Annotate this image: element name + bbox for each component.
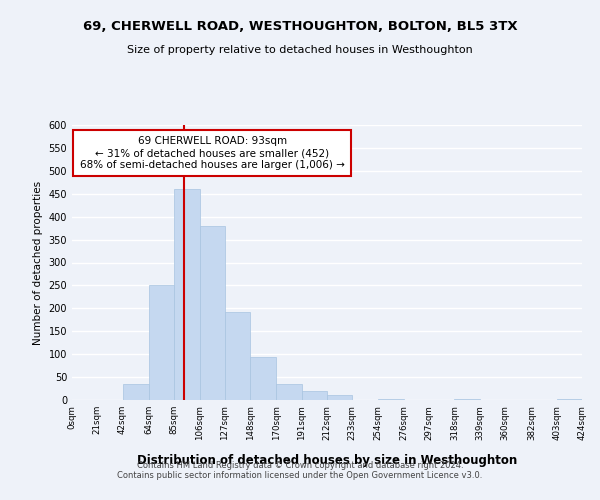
Bar [455,399,480,400]
Bar [174,189,199,400]
Bar [557,398,582,400]
Bar [199,226,225,400]
Bar [327,394,352,400]
Bar [277,384,302,400]
Bar [377,399,404,400]
Bar [122,384,149,400]
Text: 69, CHERWELL ROAD, WESTHOUGHTON, BOLTON, BL5 3TX: 69, CHERWELL ROAD, WESTHOUGHTON, BOLTON,… [83,20,517,33]
Bar [225,312,250,400]
Text: Contains HM Land Registry data © Crown copyright and database right 2024.
Contai: Contains HM Land Registry data © Crown c… [118,460,482,480]
Y-axis label: Number of detached properties: Number of detached properties [33,180,43,344]
Bar [302,391,327,400]
Text: Size of property relative to detached houses in Westhoughton: Size of property relative to detached ho… [127,45,473,55]
Bar [250,358,277,400]
Bar [149,284,174,400]
X-axis label: Distribution of detached houses by size in Westhoughton: Distribution of detached houses by size … [137,454,517,466]
Text: 69 CHERWELL ROAD: 93sqm
← 31% of detached houses are smaller (452)
68% of semi-d: 69 CHERWELL ROAD: 93sqm ← 31% of detache… [80,136,344,170]
